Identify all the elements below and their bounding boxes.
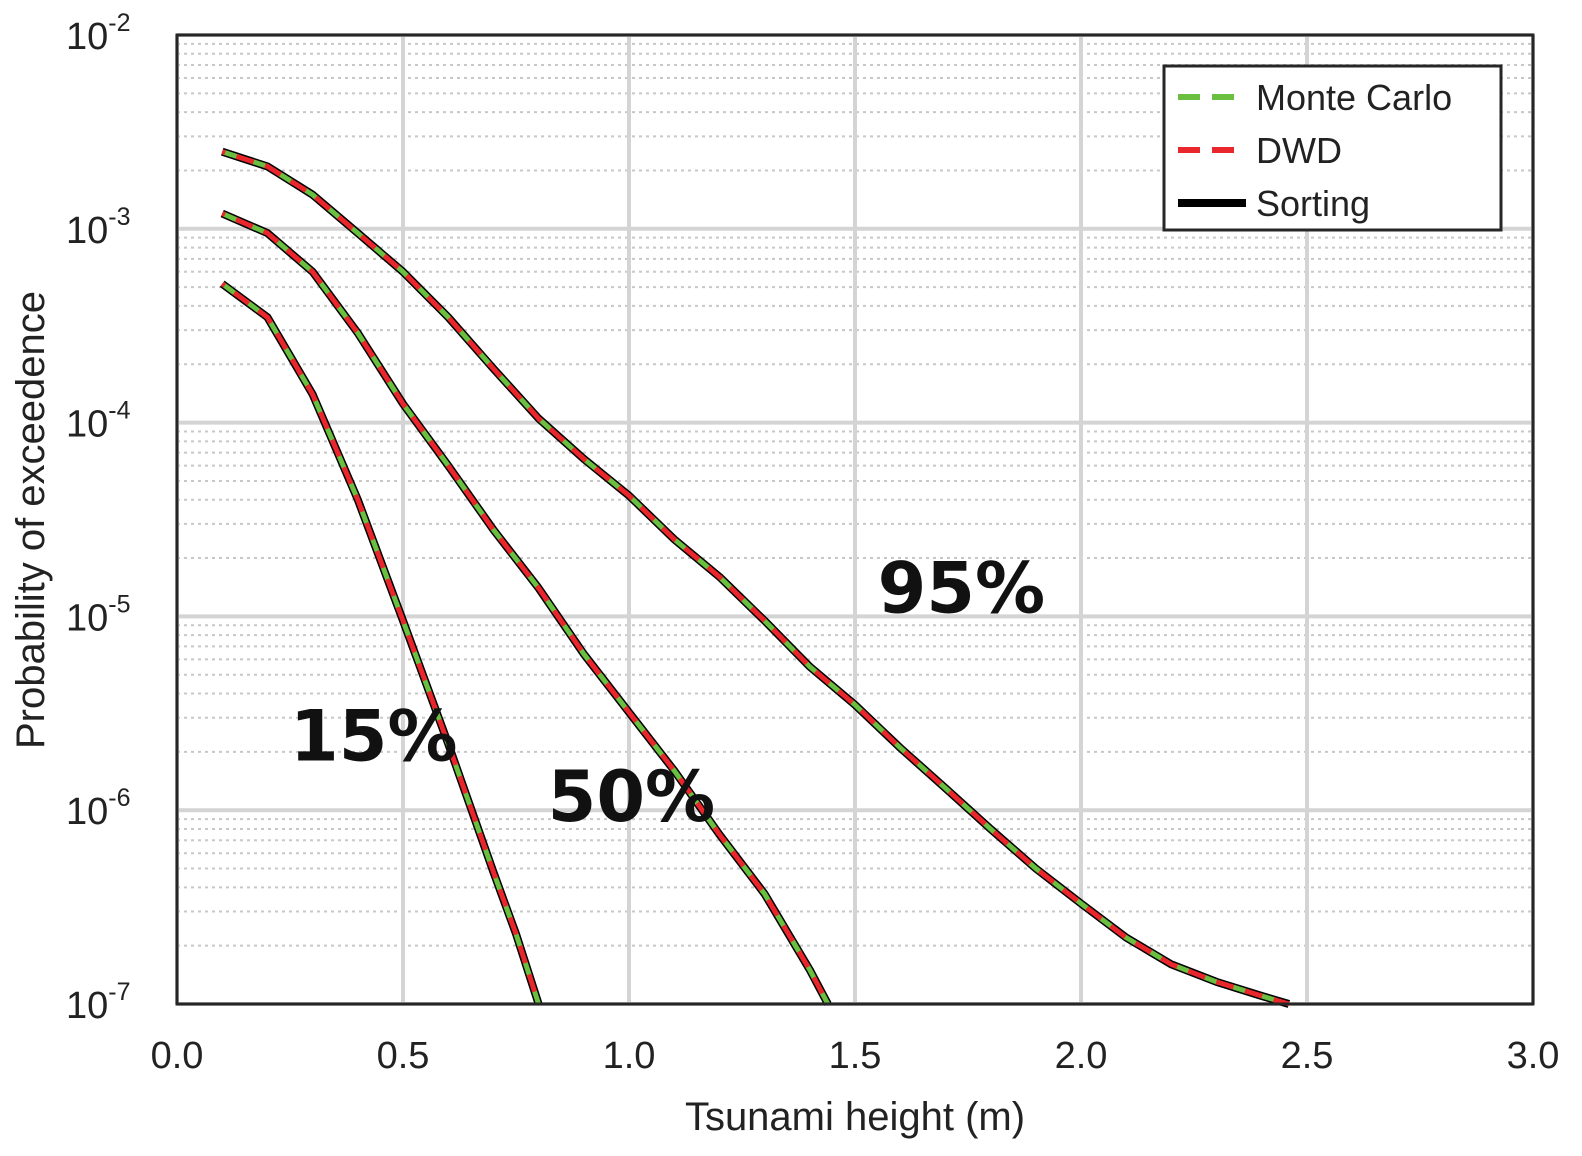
legend: Monte Carlo DWD Sorting xyxy=(1162,64,1503,232)
x-tick-label: 0.5 xyxy=(377,1035,430,1077)
series-line xyxy=(220,281,541,1005)
x-tick-label: 3.0 xyxy=(1507,1035,1560,1077)
y-tick-label: 10-3 xyxy=(66,203,131,252)
x-tick-label: 0.0 xyxy=(151,1035,204,1077)
curve-label: 95% xyxy=(878,547,1046,629)
curves xyxy=(219,147,1291,1008)
x-axis-title: Tsunami height (m) xyxy=(685,1095,1025,1139)
x-tick-label: 1.5 xyxy=(829,1035,882,1077)
x-tick-label: 2.5 xyxy=(1281,1035,1334,1077)
y-tick-label: 10-4 xyxy=(66,397,131,446)
y-tick-label: 10-7 xyxy=(66,978,131,1027)
legend-label: DWD xyxy=(1256,130,1342,171)
y-tick-label: 10-2 xyxy=(66,9,131,58)
legend-label: Sorting xyxy=(1256,183,1370,224)
curve-label: 50% xyxy=(548,756,716,838)
x-tick-label: 1.0 xyxy=(603,1035,656,1077)
y-tick-label: 10-6 xyxy=(66,784,131,833)
series-line xyxy=(221,211,831,1006)
y-tick-label: 10-5 xyxy=(66,590,131,639)
curve-annotations: 95% 50% 15% xyxy=(290,547,1045,838)
x-tick-labels: 0.0 0.5 1.0 1.5 2.0 2.5 3.0 xyxy=(151,1035,1560,1077)
y-axis-title: Probability of exceedence xyxy=(9,291,53,749)
series-line xyxy=(221,149,1290,1007)
legend-label: Monte Carlo xyxy=(1256,77,1452,118)
series-line xyxy=(220,281,541,1005)
curve-label: 15% xyxy=(290,696,458,778)
x-tick-label: 2.0 xyxy=(1055,1035,1108,1077)
y-tick-labels: 10-7 10-6 10-5 10-4 10-3 10-2 xyxy=(66,9,131,1027)
plot-frame xyxy=(175,33,1535,1006)
